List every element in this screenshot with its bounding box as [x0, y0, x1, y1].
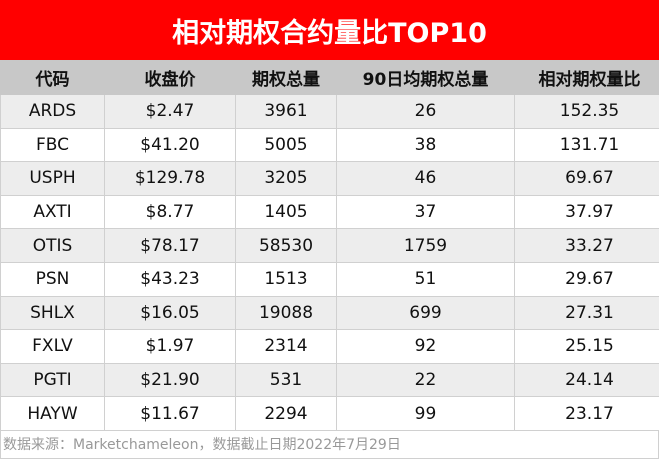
table-row: FBC $41.20 5005 38 131.71: [0, 127, 659, 163]
table-cell: 5005: [235, 127, 337, 163]
table-cell: 92: [336, 329, 515, 364]
table-cell: $11.67: [104, 396, 236, 431]
table-row: ARDS $2.47 3961 26 152.35: [0, 94, 659, 129]
table-row: SHLX $16.05 19088 699 27.31: [0, 295, 659, 331]
table-cell: 3205: [235, 161, 337, 196]
table-row: FXLV $1.97 2314 92 25.15: [0, 329, 659, 364]
table-cell: 22: [336, 362, 515, 398]
chart-title: 相对期权合约量比TOP10: [0, 0, 659, 60]
table-cell: AXTI: [0, 194, 105, 230]
table-cell: 37: [336, 194, 515, 230]
table-cell: 33.27: [514, 228, 659, 263]
table-cell: 2294: [235, 396, 337, 431]
table-cell: 3961: [235, 94, 337, 129]
table-cell: SHLX: [0, 295, 105, 331]
data-table: 代码 收盘价 期权总量 90日均期权总量 相对期权量比 ARDS $2.47 3961 26 1…: [0, 60, 659, 431]
table-row: PGTI $21.90 531 22 24.14: [0, 362, 659, 398]
table-cell: 37.97: [514, 194, 659, 230]
table-cell: 1405: [235, 194, 337, 230]
table-cell: 152.35: [514, 94, 659, 129]
table-cell: 27.31: [514, 295, 659, 331]
table-cell: 131.71: [514, 127, 659, 163]
table-cell: USPH: [0, 161, 105, 196]
table-cell: $43.23: [104, 261, 236, 297]
table-cell: 1513: [235, 261, 337, 297]
table-cell: 58530: [235, 228, 337, 263]
header-row: 代码 收盘价 期权总量 90日均期权总量 相对期权量比: [0, 60, 659, 95]
table-cell: ARDS: [0, 94, 105, 129]
table-cell: 26: [336, 94, 515, 129]
table-row: PSN $43.23 1513 51 29.67: [0, 261, 659, 297]
table-cell: 24.14: [514, 362, 659, 398]
table-cell: $1.97: [104, 329, 236, 364]
column-header: 90日均期权总量: [336, 60, 515, 95]
table-cell: 38: [336, 127, 515, 163]
table-cell: 1759: [336, 228, 515, 263]
table-cell: $21.90: [104, 362, 236, 398]
column-header: 相对期权量比: [514, 60, 659, 95]
column-header: 收盘价: [104, 60, 236, 95]
table-cell: HAYW: [0, 396, 105, 431]
column-header: 代码: [0, 60, 105, 95]
table-cell: 69.67: [514, 161, 659, 196]
table-cell: FXLV: [0, 329, 105, 364]
table-row: USPH $129.78 3205 46 69.67: [0, 161, 659, 196]
table-cell: 699: [336, 295, 515, 331]
table-cell: OTIS: [0, 228, 105, 263]
table-cell: PGTI: [0, 362, 105, 398]
table-cell: $129.78: [104, 161, 236, 196]
table-cell: 23.17: [514, 396, 659, 431]
table-cell: 51: [336, 261, 515, 297]
table-row: OTIS $78.17 58530 1759 33.27: [0, 228, 659, 263]
table-cell: $78.17: [104, 228, 236, 263]
table-row: HAYW $11.67 2294 99 23.17: [0, 396, 659, 431]
table-cell: $8.77: [104, 194, 236, 230]
table-cell: $16.05: [104, 295, 236, 331]
table-cell: 46: [336, 161, 515, 196]
table-cell: 99: [336, 396, 515, 431]
column-header: 期权总量: [235, 60, 337, 95]
table-cell: $2.47: [104, 94, 236, 129]
table-cell: 29.67: [514, 261, 659, 297]
table-cell: $41.20: [104, 127, 236, 163]
table-cell: 531: [235, 362, 337, 398]
table-cell: 19088: [235, 295, 337, 331]
table-cell: 2314: [235, 329, 337, 364]
source-footnote: 数据来源：Marketchameleon，数据截止日期2022年7月29日: [0, 430, 659, 459]
table-cell: FBC: [0, 127, 105, 163]
table-row: AXTI $8.77 1405 37 37.97: [0, 194, 659, 230]
table-cell: 25.15: [514, 329, 659, 364]
table-cell: PSN: [0, 261, 105, 297]
